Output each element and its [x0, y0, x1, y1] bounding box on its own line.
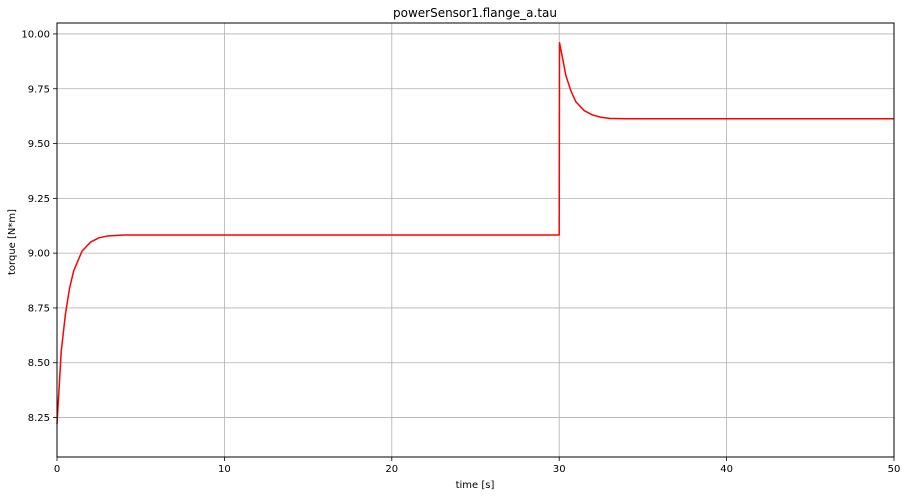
x-axis-label: time [s]: [456, 480, 495, 491]
y-axis: 8.25 8.50 8.75 9.00 9.25 9.50 9.75 10.00: [21, 29, 57, 424]
y-tick-label: 9.00: [28, 249, 50, 260]
y-tick-label: 8.25: [28, 413, 50, 424]
x-tick-label: 10: [218, 464, 231, 475]
y-tick-label: 9.25: [28, 194, 50, 205]
y-tick-label: 9.75: [28, 84, 50, 95]
y-tick-label: 8.75: [28, 303, 50, 314]
y-tick-label: 9.50: [28, 139, 50, 150]
x-tick-label: 40: [720, 464, 733, 475]
x-axis: 0 10 20 30 40 50: [54, 457, 901, 475]
series-group: [56, 41, 894, 425]
x-tick-label: 50: [888, 464, 901, 475]
x-tick-label: 30: [553, 464, 566, 475]
x-tick-label: 0: [54, 464, 60, 475]
x-tick-label: 20: [385, 464, 398, 475]
y-axis-label: torque [N*m]: [7, 209, 18, 275]
series-line: [56, 41, 894, 425]
chart-title: powerSensor1.flange_a.tau: [393, 6, 557, 20]
plot-frame: [56, 22, 895, 458]
y-tick-label: 10.00: [21, 29, 50, 40]
y-tick-label: 8.50: [28, 358, 50, 369]
